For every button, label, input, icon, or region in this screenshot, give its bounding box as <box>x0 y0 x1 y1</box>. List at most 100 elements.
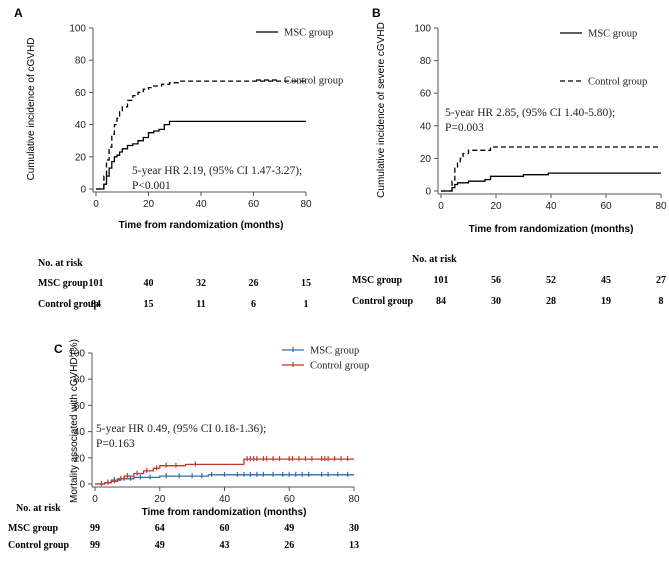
panel-letter: C <box>54 342 63 356</box>
risk-value: 8 <box>659 296 664 307</box>
risk-table-header: No. at risk <box>16 503 61 514</box>
legend-label: MSC group <box>588 29 637 40</box>
y-axis-label: Cumulative incidence of severe cGVHD <box>376 22 387 198</box>
y-tick-label: 20 <box>420 154 432 165</box>
risk-value: 32 <box>196 278 206 289</box>
y-tick-label: 100 <box>414 24 431 35</box>
y-tick-label: 0 <box>79 480 85 491</box>
risk-value: 84 <box>436 296 446 307</box>
y-axis-label: Mortality associated with cGVHD (%) <box>69 339 80 503</box>
panel-c: C 0 20 40 60 80 100 0 20 40 60 80 Time from randomiz… <box>8 339 369 551</box>
x-tick-label: 20 <box>490 201 502 212</box>
x-tick-label: 80 <box>348 494 360 505</box>
series-line-msc-group <box>441 172 661 192</box>
risk-value: 99 <box>90 523 100 534</box>
x-tick-label: 0 <box>93 199 99 210</box>
panel-a: A 0 20 40 60 80 100 0 20 40 60 80 Time from randomiz… <box>14 6 343 310</box>
hr-annotation: P=0.003 <box>445 122 484 134</box>
panel-letter: B <box>372 6 381 20</box>
y-tick-label: 80 <box>75 56 87 67</box>
risk-value: 26 <box>249 278 259 289</box>
risk-value: 84 <box>91 299 101 310</box>
y-tick-label: 20 <box>75 152 87 163</box>
legend-label: Control group <box>310 361 369 372</box>
risk-value: 30 <box>491 296 501 307</box>
risk-value: 56 <box>491 275 501 286</box>
hr-annotation: 5-year HR 2.19, (95% CI 1.47-3.27); <box>132 165 302 177</box>
risk-row-label: Control group <box>8 540 69 551</box>
risk-value: 15 <box>144 299 154 310</box>
y-tick-label: 60 <box>420 89 432 100</box>
x-tick-label: 60 <box>600 201 612 212</box>
x-tick-label: 80 <box>655 201 667 212</box>
legend-label: MSC group <box>284 28 333 39</box>
hr-annotation: P=0.163 <box>96 438 135 450</box>
y-tick-label: 100 <box>68 349 85 360</box>
risk-value: 101 <box>89 278 104 289</box>
x-tick-label: 40 <box>545 201 557 212</box>
risk-value: 43 <box>220 540 230 551</box>
y-axis-label: Cumulative incidence of cGVHD <box>26 38 37 181</box>
risk-value: 15 <box>301 278 311 289</box>
x-tick-label: 20 <box>143 199 155 210</box>
series-line-control-group <box>96 80 306 190</box>
x-axis-label: Time from randomization (months) <box>142 507 307 518</box>
risk-row-label: Control group <box>352 296 413 307</box>
risk-row-label: MSC group <box>38 278 89 289</box>
y-tick-label: 40 <box>75 120 87 131</box>
risk-value: 30 <box>349 523 359 534</box>
risk-table-header: No. at risk <box>38 258 83 269</box>
risk-value: 49 <box>155 540 165 551</box>
y-tick-label: 80 <box>74 375 86 386</box>
series-line-control-group <box>441 146 661 192</box>
legend-label: Control group <box>588 77 647 88</box>
hr-annotation: 5-year HR 2.85, (95% CI 1.40-5.80); <box>445 107 615 119</box>
risk-value: 101 <box>434 275 449 286</box>
panel-letter: A <box>14 6 23 20</box>
y-tick-label: 60 <box>75 88 87 99</box>
risk-value: 64 <box>155 523 165 534</box>
risk-value: 13 <box>349 540 359 551</box>
x-tick-label: 40 <box>195 199 207 210</box>
legend-label: Control group <box>284 76 343 87</box>
risk-table-header: No. at risk <box>412 254 457 265</box>
series-line-control-group <box>95 458 354 485</box>
risk-value: 27 <box>656 275 666 286</box>
y-tick-label: 20 <box>74 453 86 464</box>
x-axis-label: Time from randomization (months) <box>469 224 634 235</box>
risk-value: 6 <box>251 299 256 310</box>
legend-label: MSC group <box>310 346 359 357</box>
risk-row-label: MSC group <box>8 523 59 534</box>
risk-value: 40 <box>144 278 154 289</box>
y-tick-label: 40 <box>420 121 432 132</box>
risk-value: 28 <box>546 296 556 307</box>
y-tick-label: 100 <box>69 24 86 35</box>
risk-value: 1 <box>304 299 309 310</box>
risk-value: 99 <box>90 540 100 551</box>
x-tick-label: 0 <box>92 494 98 505</box>
risk-row-label: MSC group <box>352 275 403 286</box>
panel-b: B 0 20 40 60 80 100 0 20 40 60 80 Time from randomiz… <box>352 6 667 307</box>
risk-value: 26 <box>284 540 294 551</box>
risk-value: 49 <box>284 523 294 534</box>
y-tick-label: 0 <box>80 185 86 196</box>
x-tick-label: 0 <box>438 201 444 212</box>
y-tick-label: 40 <box>74 427 86 438</box>
x-tick-label: 60 <box>248 199 260 210</box>
risk-value: 45 <box>601 275 611 286</box>
x-axis-label: Time from randomization (months) <box>119 220 284 231</box>
hr-annotation: P<0.001 <box>132 180 171 192</box>
risk-value: 52 <box>546 275 556 286</box>
x-tick-label: 40 <box>219 494 231 505</box>
y-tick-label: 60 <box>74 401 86 412</box>
hr-annotation: 5-year HR 0.49, (95% CI 0.18-1.36); <box>96 423 266 435</box>
x-tick-label: 60 <box>284 494 296 505</box>
x-tick-label: 80 <box>300 199 312 210</box>
series-line-msc-group <box>96 120 306 190</box>
x-tick-label: 20 <box>154 494 166 505</box>
y-tick-label: 80 <box>420 56 432 67</box>
risk-value: 11 <box>196 299 205 310</box>
risk-row-label: Control group <box>38 299 99 310</box>
risk-value: 19 <box>601 296 611 307</box>
